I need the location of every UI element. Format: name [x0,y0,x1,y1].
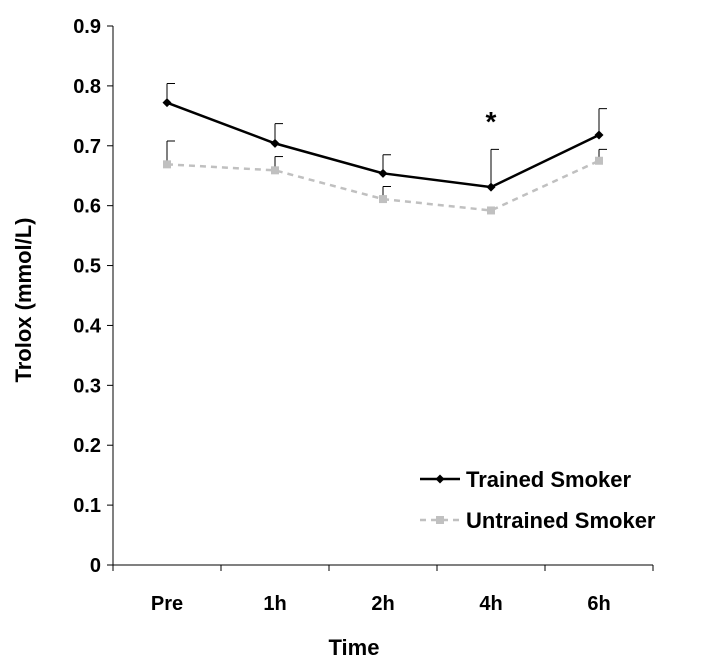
x-tick-label-6h: 6h [587,593,610,615]
y-tick-label: 0.1 [73,495,101,517]
point-untrained-smoker [595,156,603,165]
axes [112,26,653,566]
y-tick-label: 0.6 [73,196,101,218]
x-axis-title: Time [329,635,380,660]
point-trained-smoker [594,130,604,140]
y-tick-label: 0.3 [73,375,101,397]
point-untrained-smoker [379,195,387,204]
y-tick-label: 0.8 [73,76,101,98]
point-trained-smoker [162,98,172,108]
legend-swatch-marker [435,474,445,484]
point-untrained-smoker [487,206,495,215]
significance-asterisk: * [486,106,497,137]
y-tick-label: 0 [90,555,101,577]
point-untrained-smoker [271,166,279,175]
annotations: * [486,106,497,137]
x-tick-label-2h: 2h [371,593,394,615]
point-trained-smoker [378,168,388,178]
series-line-untrained-smoker [166,159,600,212]
x-tick-label-4h: 4h [479,593,502,615]
legend-label-trained-smoker: Trained Smoker [466,467,632,492]
error-bars [166,82,607,200]
y-axis-ticks: 0 0.1 0.2 0.3 0.4 0.5 0.6 0.7 0.8 0.9 [73,16,113,577]
x-tick-label-pre: Pre [151,593,183,615]
y-tick-label: 0.7 [73,136,101,158]
legend-swatch-marker [436,516,444,524]
point-trained-smoker [486,182,496,192]
point-trained-smoker [270,138,280,148]
y-axis-title: Trolox (mmol/L) [11,218,36,383]
x-axis-ticks: Pre 1h 2h 4h 6h [112,565,654,615]
series-markers [162,98,604,215]
y-tick-label: 0.5 [73,256,101,278]
legend-entry-trained-smoker [420,474,460,484]
x-tick-label-1h: 1h [263,593,286,615]
y-tick-label: 0.2 [73,435,101,457]
y-tick-label: 0.4 [73,315,102,337]
legend: Trained Smoker Untrained Smoker [420,467,656,533]
point-untrained-smoker [163,160,171,169]
y-tick-label: 0.9 [73,16,101,38]
legend-label-untrained-smoker: Untrained Smoker [466,508,656,533]
legend-entry-untrained-smoker [420,516,460,524]
